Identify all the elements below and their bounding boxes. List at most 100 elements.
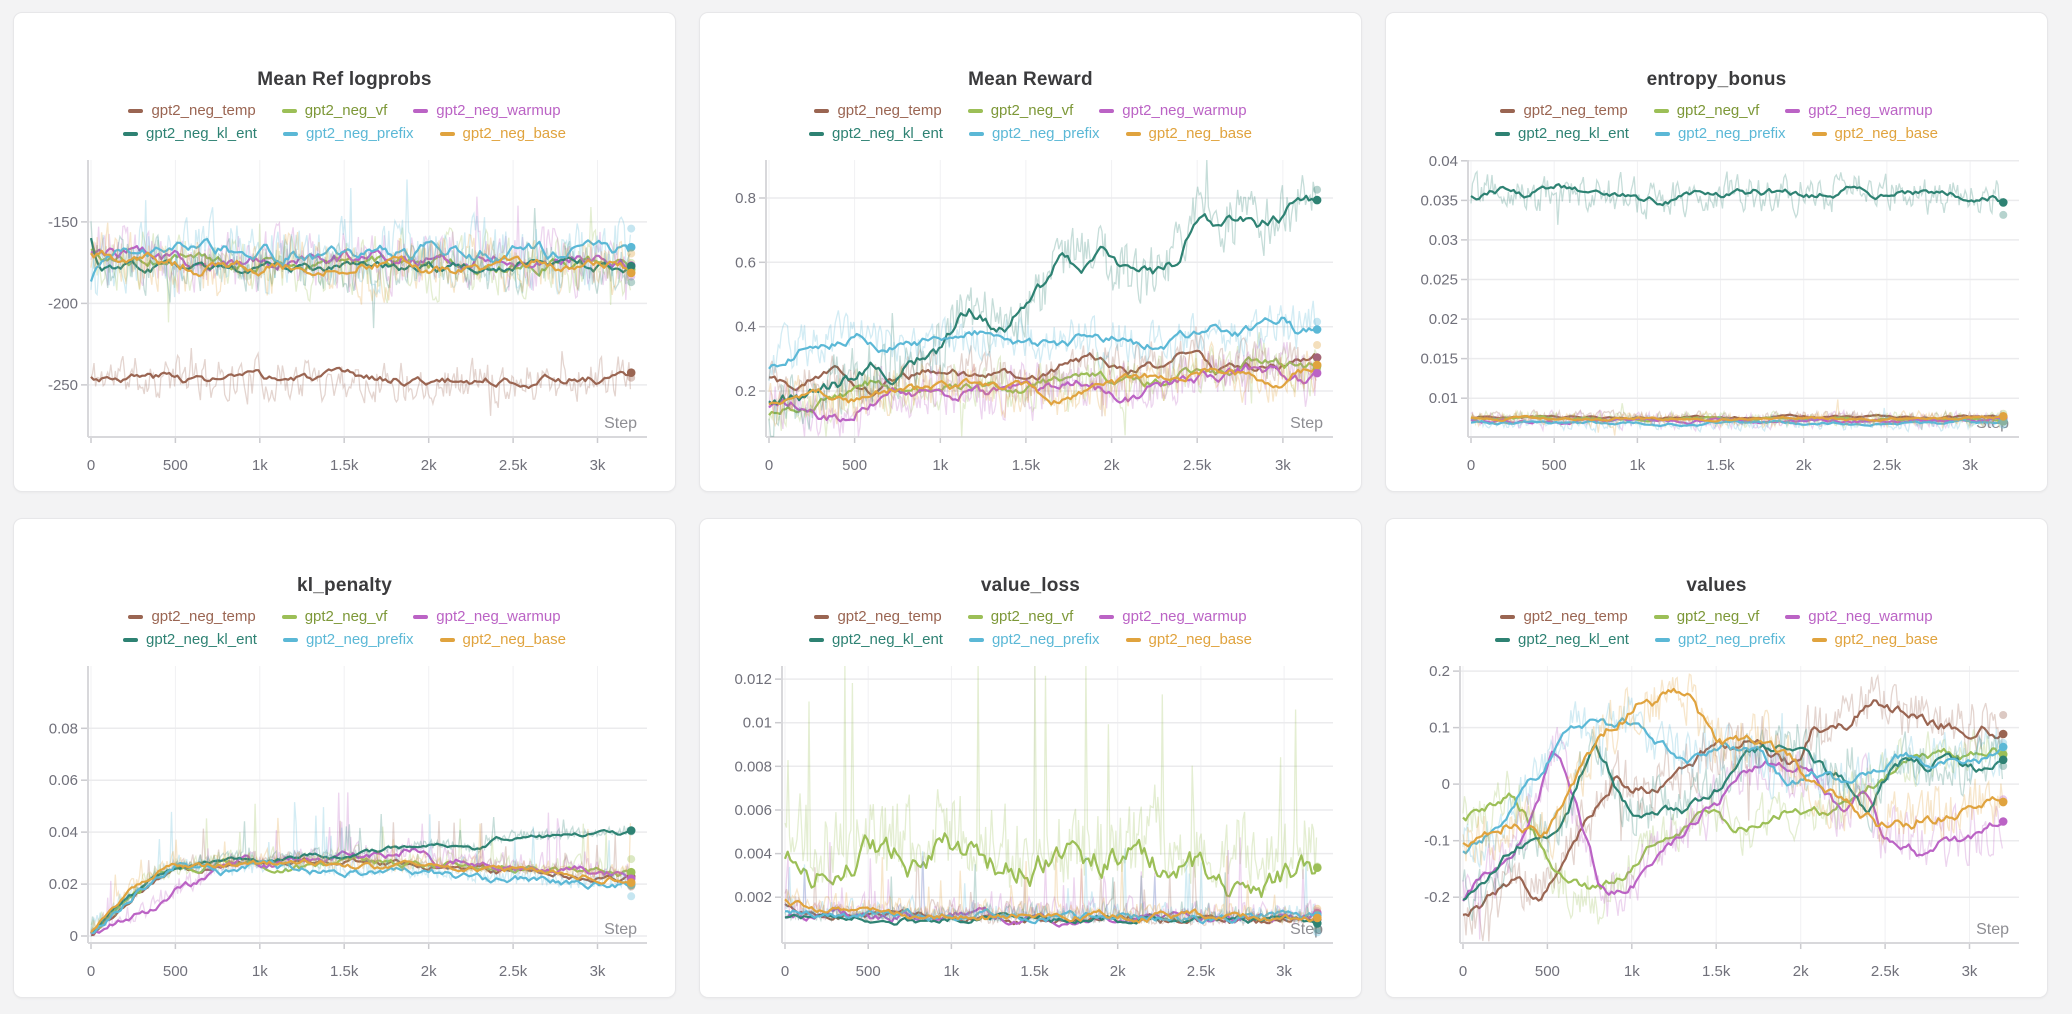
series-smooth-gpt2_neg_temp[interactable] xyxy=(90,366,632,390)
series-smooth-gpt2_neg_prefix[interactable] xyxy=(1462,717,2004,855)
chart-plot[interactable]: 0 500 1k 1.5k 2k 2.5k 3k -150 -200 -250 Step xyxy=(14,13,676,492)
legend-row: gpt2_neg_kl_ent gpt2_neg_prefix gpt2_neg_b… xyxy=(1495,124,1938,144)
legend-item-gpt2_neg_prefix[interactable]: gpt2_neg_prefix xyxy=(1654,630,1786,650)
legend-item-gpt2_neg_prefix[interactable]: gpt2_neg_prefix xyxy=(968,630,1100,650)
legend-item-gpt2_neg_warmup[interactable]: gpt2_neg_warmup xyxy=(1785,101,1933,121)
legend-swatch-icon xyxy=(282,637,298,643)
legend-item-gpt2_neg_temp[interactable]: gpt2_neg_temp xyxy=(1500,101,1628,121)
legend-item-gpt2_neg_temp[interactable]: gpt2_neg_temp xyxy=(814,101,942,121)
endpoint-dot-gpt2_neg_kl_ent[interactable] xyxy=(1998,755,2008,765)
legend-item-gpt2_neg_warmup[interactable]: gpt2_neg_warmup xyxy=(1099,607,1247,627)
series-smooth-gpt2_neg_prefix[interactable] xyxy=(1470,418,2004,428)
x-tick-label: 1k xyxy=(1629,457,1645,474)
legend-item-gpt2_neg_base[interactable]: gpt2_neg_base xyxy=(1125,124,1252,144)
series-smooth-gpt2_neg_base[interactable] xyxy=(1470,414,2004,423)
series-smooth-gpt2_neg_prefix[interactable] xyxy=(90,859,632,935)
legend-item-gpt2_neg_kl_ent[interactable]: gpt2_neg_kl_ent xyxy=(1495,124,1629,144)
endpoint-dot-gpt2_neg_kl_ent[interactable] xyxy=(1999,198,2008,207)
legend-item-gpt2_neg_prefix[interactable]: gpt2_neg_prefix xyxy=(282,630,414,650)
legend-swatch-icon xyxy=(1500,108,1516,114)
endpoint-dot-gpt2_neg_temp[interactable] xyxy=(626,368,636,378)
series-smooth-gpt2_neg_prefix[interactable] xyxy=(89,237,633,282)
legend-item-gpt2_neg_warmup[interactable]: gpt2_neg_warmup xyxy=(1099,101,1247,121)
legend-item-gpt2_neg_warmup[interactable]: gpt2_neg_warmup xyxy=(413,101,561,121)
legend-item-gpt2_neg_base[interactable]: gpt2_neg_base xyxy=(1811,630,1938,650)
legend-item-gpt2_neg_base[interactable]: gpt2_neg_base xyxy=(439,630,566,650)
legend-item-gpt2_neg_base[interactable]: gpt2_neg_base xyxy=(1811,124,1938,144)
legend-item-gpt2_neg_prefix[interactable]: gpt2_neg_prefix xyxy=(968,124,1100,144)
endpoint-dot-gpt2_neg_base[interactable] xyxy=(1998,797,2008,807)
legend-item-gpt2_neg_kl_ent[interactable]: gpt2_neg_kl_ent xyxy=(809,124,943,144)
y-tick-label: 0.06 xyxy=(49,772,78,789)
endpoint-dot-gpt2_neg_base[interactable] xyxy=(626,268,636,278)
legend-item-gpt2_neg_vf[interactable]: gpt2_neg_vf xyxy=(281,101,387,121)
endpoint-dots-layer xyxy=(1312,185,1322,378)
x-tick-label: 1.5k xyxy=(1020,963,1049,980)
series-smooth-gpt2_neg_temp[interactable] xyxy=(1462,699,2004,917)
chart-plot[interactable]: 0 500 1k 1.5k 2k 2.5k 3k 0.01 0.015 0.02 0.025 0.03… xyxy=(1386,13,2048,492)
series-smooth-gpt2_neg_kl_ent[interactable] xyxy=(768,194,1318,406)
legend-row: gpt2_neg_kl_ent gpt2_neg_prefix gpt2_neg_b… xyxy=(809,630,1252,650)
endpoint-dot-gpt2_neg_base[interactable] xyxy=(626,878,636,887)
chart-plot[interactable]: 0 500 1k 1.5k 2k 2.5k 3k 0.2 0.4 0.6 0.8 Step xyxy=(700,13,1362,492)
endpoint-dot-gpt2_neg_base[interactable] xyxy=(1313,913,1322,923)
endpoint-dot-gpt2_neg_base[interactable] xyxy=(1999,412,2008,421)
legend-item-gpt2_neg_temp[interactable]: gpt2_neg_temp xyxy=(814,607,942,627)
endpoint-dot-gpt2_neg_temp[interactable] xyxy=(1312,353,1322,362)
endpoint-dot-gpt2_neg_warmup[interactable] xyxy=(1312,368,1322,378)
legend-item-gpt2_neg_vf[interactable]: gpt2_neg_vf xyxy=(281,607,387,627)
series-smooth-gpt2_neg_base[interactable] xyxy=(1462,687,2004,848)
series-smooth-gpt2_neg_kl_ent[interactable] xyxy=(784,912,1318,926)
chart-plot[interactable]: 0 500 1k 1.5k 2k 2.5k 3k 0 0.02 0.04 0.06 0.08 Step xyxy=(14,519,676,998)
legend-item-gpt2_neg_base[interactable]: gpt2_neg_base xyxy=(1125,630,1252,650)
legend-item-gpt2_neg_temp[interactable]: gpt2_neg_temp xyxy=(128,607,256,627)
series-smooth-gpt2_neg_base[interactable] xyxy=(90,249,633,278)
legend-item-gpt2_neg_kl_ent[interactable]: gpt2_neg_kl_ent xyxy=(123,124,257,144)
endpoint-dot-gpt2_neg_vf[interactable] xyxy=(1313,863,1322,872)
legend-item-gpt2_neg_vf[interactable]: gpt2_neg_vf xyxy=(1653,607,1759,627)
x-tick-label: 2.5k xyxy=(1873,457,1902,474)
legend-item-gpt2_neg_vf[interactable]: gpt2_neg_vf xyxy=(967,101,1073,121)
endpoint-dot-gpt2_neg_base[interactable] xyxy=(1312,360,1322,370)
series-smooth-gpt2_neg_base[interactable] xyxy=(768,364,1318,406)
endpoint-dot-gpt2_neg_vf[interactable] xyxy=(626,867,636,877)
endpoint-dot-gpt2_neg_prefix[interactable] xyxy=(626,242,636,252)
endpoint-dots-layer xyxy=(1998,711,2008,826)
legend-item-gpt2_neg_warmup[interactable]: gpt2_neg_warmup xyxy=(1785,607,1933,627)
chart-plot[interactable]: 0 500 1k 1.5k 2k 2.5k 3k 0.002 0.004 0.006 0.008 0.… xyxy=(700,519,1362,998)
endpoint-dot-gpt2_neg_temp[interactable] xyxy=(1998,729,2008,739)
series-smooth-gpt2_neg_kl_ent[interactable] xyxy=(90,829,632,934)
chart-plot[interactable]: 0 500 1k 1.5k 2k 2.5k 3k -0.2 -0.1 0 0.1 0.2 Step xyxy=(1386,519,2048,998)
legend-item-gpt2_neg_kl_ent[interactable]: gpt2_neg_kl_ent xyxy=(123,630,257,650)
x-tick-label: 0 xyxy=(781,963,789,980)
endpoint-dot-gpt2_neg_warmup[interactable] xyxy=(1998,817,2008,826)
series-smooth-gpt2_neg_kl_ent[interactable] xyxy=(1470,183,2004,207)
endpoint-dot-gpt2_neg_prefix[interactable] xyxy=(1312,325,1322,334)
series-smooth-gpt2_neg_temp[interactable] xyxy=(768,349,1318,397)
legend-item-gpt2_neg_vf[interactable]: gpt2_neg_vf xyxy=(967,607,1073,627)
legend-item-gpt2_neg_warmup[interactable]: gpt2_neg_warmup xyxy=(413,607,561,627)
series-smooth-gpt2_neg_base[interactable] xyxy=(90,858,632,933)
endpoint-dot-gpt2_neg_kl_ent[interactable] xyxy=(626,826,636,835)
legend-item-gpt2_neg_kl_ent[interactable]: gpt2_neg_kl_ent xyxy=(809,630,943,650)
legend-item-gpt2_neg_kl_ent[interactable]: gpt2_neg_kl_ent xyxy=(1495,630,1629,650)
legend-item-gpt2_neg_base[interactable]: gpt2_neg_base xyxy=(439,124,566,144)
legend-item-gpt2_neg_temp[interactable]: gpt2_neg_temp xyxy=(1500,607,1628,627)
series-layer xyxy=(1470,170,2004,436)
series-smooth-gpt2_neg_kl_ent[interactable] xyxy=(1462,742,2004,901)
series-smooth-gpt2_neg_vf[interactable] xyxy=(783,832,1319,898)
series-smooth-gpt2_neg_prefix[interactable] xyxy=(768,316,1318,370)
legend-swatch-icon xyxy=(281,614,297,620)
series-smooth-gpt2_neg_base[interactable] xyxy=(784,898,1318,924)
legend-swatch-icon xyxy=(413,108,429,114)
legend-row: gpt2_neg_temp gpt2_neg_vf gpt2_neg_warmup xyxy=(128,607,561,627)
endpoint-dot-gpt2_neg_kl_ent[interactable] xyxy=(1312,195,1322,205)
x-axis-step-label: Step xyxy=(1290,415,1323,432)
endpoint-dot-gpt2_neg_kl_ent[interactable] xyxy=(626,261,636,271)
legend-item-gpt2_neg_prefix[interactable]: gpt2_neg_prefix xyxy=(282,124,414,144)
endpoint-dot-gpt2_neg_prefix[interactable] xyxy=(1998,742,2008,752)
legend-item-gpt2_neg_prefix[interactable]: gpt2_neg_prefix xyxy=(1654,124,1786,144)
legend-swatch-icon xyxy=(1654,131,1670,137)
legend-item-gpt2_neg_temp[interactable]: gpt2_neg_temp xyxy=(128,101,256,121)
legend-item-gpt2_neg_vf[interactable]: gpt2_neg_vf xyxy=(1653,101,1759,121)
